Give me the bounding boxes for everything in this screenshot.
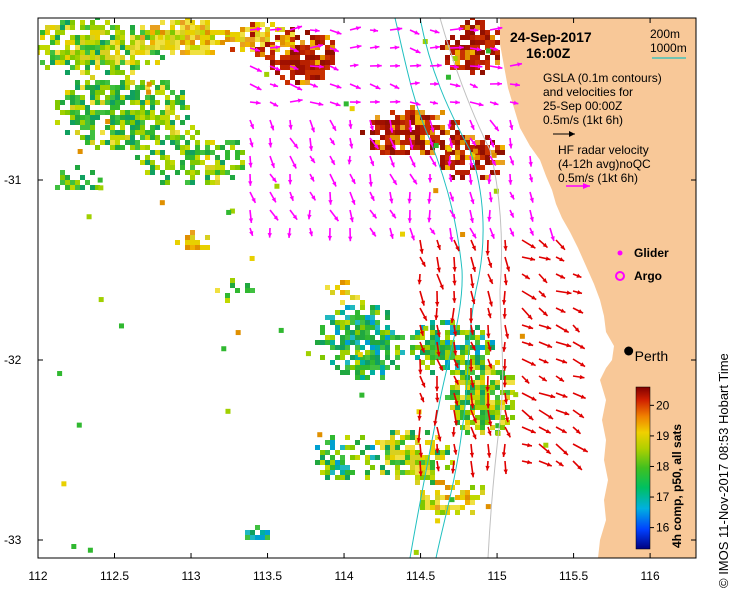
x-tick-label: 114.5	[406, 569, 435, 583]
colorbar-tick-label: 17	[656, 490, 670, 504]
hf-radar-velocity-arrows	[416, 239, 589, 478]
y-axis: -31 -32 -33	[4, 173, 696, 547]
gsla-note-line-1: GSLA (0.1m contours)	[543, 71, 662, 85]
hf-note-line-2: (4-12h avg)noQC	[558, 157, 651, 171]
y-tick-label: -32	[4, 353, 22, 367]
colorbar-ticks: 16 17 18 19 20	[650, 398, 670, 535]
map-time: 16:00Z	[526, 45, 571, 61]
contour-200m	[439, 18, 504, 558]
gsla-note-line-2: and velocities for	[543, 85, 633, 99]
x-tick-label: 112.5	[100, 569, 129, 583]
colorbar-ramp	[635, 386, 651, 550]
hf-radar-note: HF radar velocity (4-12h avg)noQC 0.5m/s…	[558, 143, 651, 189]
glider-marker-icon	[617, 250, 623, 256]
x-axis: 112 112.5 113 113.5 114 114.5 115 115.5 116	[28, 18, 660, 583]
colorbar-tick-label: 20	[656, 398, 670, 412]
glider-label: Glider	[634, 246, 669, 260]
x-tick-label: 115	[487, 569, 506, 583]
colorbar: 16 17 18 19 20 4h comp, p50, all sats	[635, 386, 684, 550]
hf-note-line-3: 0.5m/s (1kt 6h)	[558, 171, 638, 185]
gsla-scale-arrowhead	[569, 131, 575, 137]
colorbar-tick-label: 18	[656, 459, 670, 473]
colorbar-title: 4h comp, p50, all sats	[670, 424, 684, 548]
colorbar-tick-label: 16	[656, 521, 670, 535]
plot-frame	[37, 17, 697, 559]
x-tick-label: 114	[334, 569, 353, 583]
x-tick-label: 113	[181, 569, 200, 583]
gsla-note-line-4: 0.5m/s (1kt 6h)	[543, 113, 623, 127]
contour-legend-1000m: 1000m	[650, 41, 687, 55]
gsla-note-line-3: 25-Sep 00:00Z	[543, 99, 622, 113]
colorbar-tick-label: 19	[656, 429, 670, 443]
platform-legend: Glider Argo	[615, 246, 669, 283]
gsla-note: GSLA (0.1m contours) and velocities for …	[543, 71, 662, 137]
x-tick-label: 116	[641, 569, 660, 583]
y-tick-label: -33	[4, 533, 22, 547]
hf-note-line-1: HF radar velocity	[558, 143, 649, 157]
contour-legend-200m: 200m	[650, 27, 680, 41]
perth-label: Perth	[635, 348, 668, 364]
argo-label: Argo	[634, 269, 662, 283]
x-tick-label: 113.5	[253, 569, 282, 583]
contour-1000m-b	[419, 18, 484, 558]
hf-scale-arrowhead	[583, 183, 590, 189]
map-date: 24-Sep-2017	[510, 29, 592, 45]
argo-marker-icon	[615, 271, 625, 281]
gsla-velocity-arrows	[248, 25, 555, 242]
credit-text: © IMOS 11-Nov-2017 08:53 Hobart Time	[716, 353, 731, 588]
x-tick-label: 112	[28, 569, 47, 583]
perth-marker-icon	[624, 346, 634, 356]
y-tick-label: -31	[4, 173, 22, 187]
contour-legend: 200m 1000m	[650, 27, 687, 59]
x-tick-label: 115.5	[559, 569, 588, 583]
